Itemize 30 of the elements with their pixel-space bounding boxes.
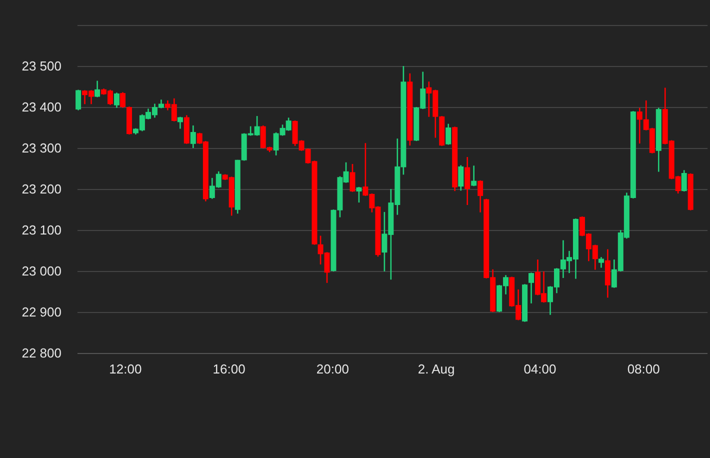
y-tick-label: 23 500 [22,58,62,74]
candlestick [446,123,452,146]
y-tick-label: 23 200 [22,182,62,196]
x-tick-label: 04:00 [524,362,556,376]
candlestick [681,169,687,192]
candlestick [114,92,120,108]
candlestick [350,163,356,193]
y-tick-label: 23 000 [22,264,62,278]
x-tick-label: 20:00 [316,362,349,376]
candlestick [190,124,196,149]
candlestick [120,92,126,108]
y-tick-label: 23 400 [22,100,62,114]
candlestick [177,116,183,130]
candlestick [464,156,470,206]
candlestick [636,107,642,144]
x-tick-label: 08:00 [627,362,660,376]
candlestick [356,186,362,204]
x-tick-label: 2. Aug [418,362,455,376]
candlestick [458,164,464,192]
x-tick-label: 12:00 [109,362,142,376]
y-tick-label: 23 100 [22,222,62,238]
candlestick [94,80,100,98]
candlestick [471,164,477,187]
y-tick-label: 22 900 [22,304,62,320]
candlestick [478,180,484,214]
candlestick [528,272,534,304]
candlestick [598,256,604,268]
y-tick-label: 22 800 [22,346,62,360]
y-tick-label: 23 300 [22,140,62,156]
x-tick-label: 16:00 [212,362,246,376]
